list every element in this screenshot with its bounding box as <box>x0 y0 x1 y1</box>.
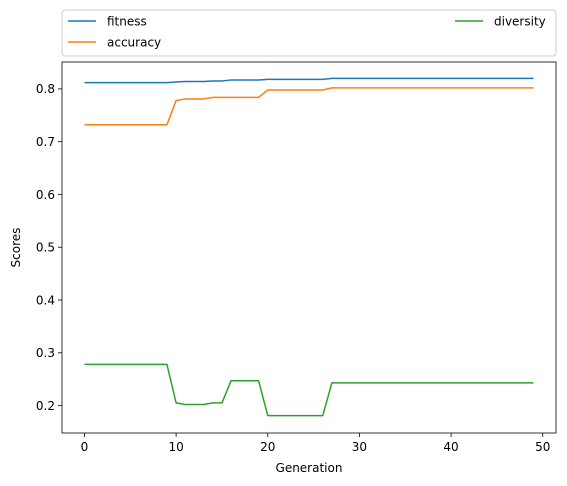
y-tick-label: 0.5 <box>36 241 55 255</box>
x-tick-label: 40 <box>443 440 458 454</box>
plot-frame <box>61 61 557 434</box>
x-tick-label: 0 <box>81 440 89 454</box>
legend-label-accuracy: accuracy <box>107 35 161 49</box>
legend-label-diversity: diversity <box>494 14 546 28</box>
legend-box <box>61 9 557 57</box>
legend: fitness accuracy diversity <box>61 9 557 57</box>
plot-area <box>84 77 534 417</box>
series-line-fitness <box>84 77 534 84</box>
y-tick-label: 0.4 <box>36 293 55 307</box>
y-axis-label: Scores <box>9 228 23 268</box>
series-line-accuracy <box>84 87 534 126</box>
y-tick-label: 0.6 <box>36 188 55 202</box>
x-axis-label: Generation <box>276 461 343 475</box>
series-line-diversity <box>84 363 534 417</box>
y-tick-label: 0.3 <box>36 346 55 360</box>
x-tick-label: 20 <box>260 440 275 454</box>
y-tick-label: 0.8 <box>36 82 55 96</box>
y-tick-label: 0.2 <box>36 399 55 413</box>
x-tick-label: 10 <box>168 440 183 454</box>
x-tick-label: 50 <box>535 440 550 454</box>
y-tick-label: 0.7 <box>36 135 55 149</box>
x-tick-label: 30 <box>352 440 367 454</box>
legend-label-fitness: fitness <box>107 14 147 28</box>
axes: 0 10 20 30 40 50 0.2 0.3 0.4 0.5 0.6 0.7 0.8 Generati… <box>9 61 557 475</box>
